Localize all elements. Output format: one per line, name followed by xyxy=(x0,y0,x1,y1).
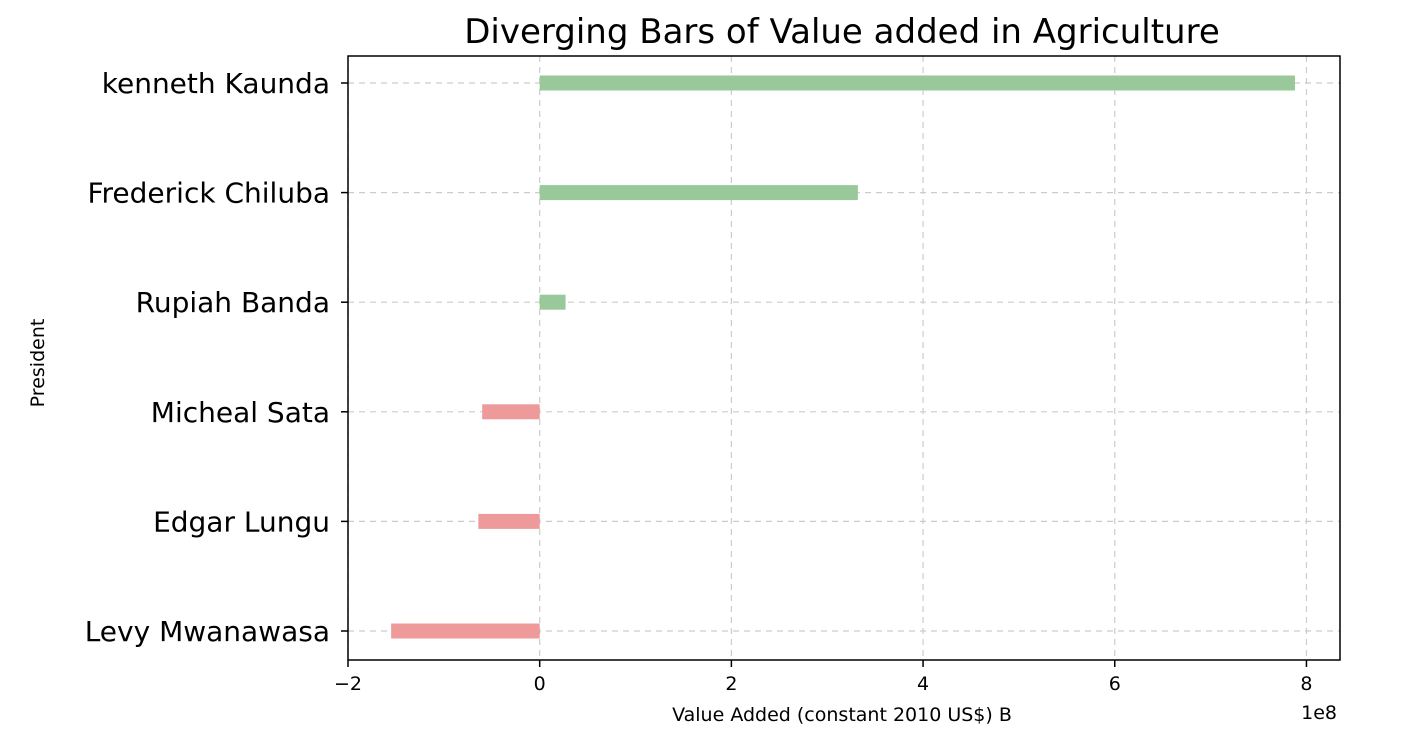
y-tick-label-1: kenneth Kaunda xyxy=(102,67,330,100)
x-axis-label: Value Added (constant 2010 US$) B xyxy=(672,704,1012,726)
bar-3 xyxy=(539,294,566,310)
x-axis-scale-label: 1e8 xyxy=(1301,702,1337,724)
x-tick-label-3: 4 xyxy=(917,673,929,695)
bar-4 xyxy=(482,404,540,420)
y-tick-label-4: Micheal Sata xyxy=(151,396,330,429)
y-tick-label-3: Rupiah Banda xyxy=(136,286,330,319)
x-tick-label-0: −2 xyxy=(334,673,362,695)
x-tick-label-5: 8 xyxy=(1300,673,1312,695)
x-tick-label-4: 6 xyxy=(1109,673,1121,695)
chart-title: Diverging Bars of Value added in Agricul… xyxy=(464,12,1220,52)
bar-6 xyxy=(391,623,540,639)
bar-5 xyxy=(478,513,540,529)
x-tick-label-1: 0 xyxy=(534,673,546,695)
bar-2 xyxy=(539,185,858,201)
y-tick-label-6: Levy Mwanawasa xyxy=(85,615,330,648)
x-tick-label-2: 2 xyxy=(725,673,737,695)
y-axis-label: President xyxy=(27,319,49,408)
y-tick-label-5: Edgar Lungu xyxy=(153,505,330,538)
plot-frame xyxy=(347,55,1341,661)
y-tick-label-2: Frederick Chiluba xyxy=(87,177,330,210)
bar-1 xyxy=(539,75,1295,91)
